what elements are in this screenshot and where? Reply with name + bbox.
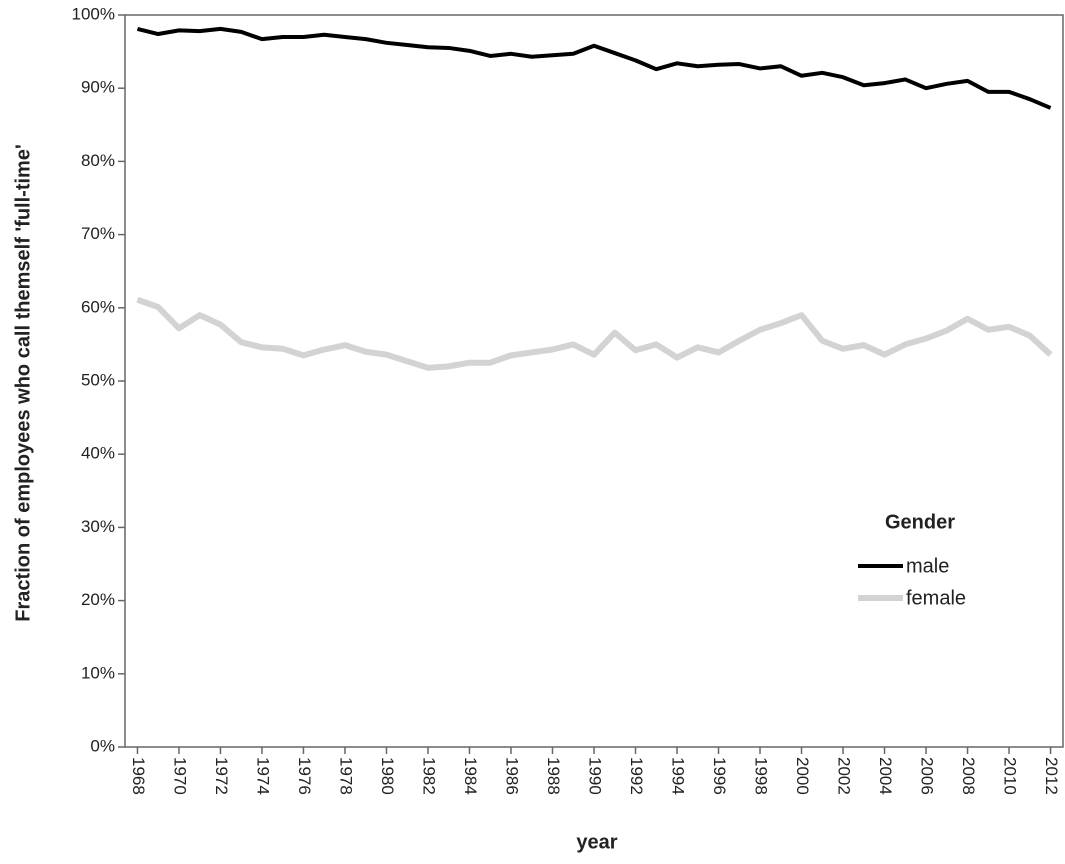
x-tick-label: 2000 bbox=[793, 757, 812, 795]
x-tick-label: 1988 bbox=[544, 757, 563, 795]
x-tick-label: 1996 bbox=[710, 757, 729, 795]
legend-label: male bbox=[906, 555, 949, 577]
x-tick-label: 1994 bbox=[669, 757, 688, 795]
y-tick-label: 60% bbox=[81, 297, 115, 316]
x-tick-label: 1970 bbox=[170, 757, 189, 795]
x-tick-label: 2004 bbox=[876, 757, 895, 795]
series-line bbox=[136, 26, 1052, 110]
y-tick-label: 0% bbox=[90, 736, 115, 755]
y-tick-label: 70% bbox=[81, 224, 115, 243]
y-tick-label: 100% bbox=[72, 4, 115, 23]
x-axis-title: year bbox=[576, 831, 617, 853]
x-tick-label: 1978 bbox=[336, 757, 355, 795]
x-tick-label: 1990 bbox=[586, 757, 605, 795]
y-tick-label: 50% bbox=[81, 370, 115, 389]
x-tick-label: 1974 bbox=[253, 757, 272, 795]
x-tick-label: 2008 bbox=[959, 757, 978, 795]
x-tick-label: 2002 bbox=[835, 757, 854, 795]
x-tick-label: 1980 bbox=[378, 757, 397, 795]
y-tick-label: 10% bbox=[81, 663, 115, 682]
x-tick-label: 1998 bbox=[752, 757, 771, 795]
legend-title: Gender bbox=[885, 511, 955, 533]
x-tick-label: 1992 bbox=[627, 757, 646, 795]
x-tick-label: 1968 bbox=[129, 757, 148, 795]
legend-label: female bbox=[906, 587, 966, 609]
y-tick-label: 90% bbox=[81, 78, 115, 97]
y-axis-title: Fraction of employees who call themself … bbox=[12, 144, 34, 621]
y-tick-label: 40% bbox=[81, 444, 115, 463]
y-tick-label: 30% bbox=[81, 517, 115, 536]
x-tick-label: 1972 bbox=[212, 757, 231, 795]
x-tick-label: 1986 bbox=[503, 757, 522, 795]
x-tick-label: 1984 bbox=[461, 757, 480, 795]
x-tick-label: 2006 bbox=[918, 757, 937, 795]
x-tick-label: 1982 bbox=[419, 757, 438, 795]
x-tick-label: 1976 bbox=[295, 757, 314, 795]
x-tick-label: 2010 bbox=[1001, 757, 1020, 795]
y-tick-label: 80% bbox=[81, 151, 115, 170]
x-tick-label: 2012 bbox=[1042, 757, 1061, 795]
y-tick-label: 20% bbox=[81, 590, 115, 609]
series-line bbox=[136, 296, 1053, 371]
